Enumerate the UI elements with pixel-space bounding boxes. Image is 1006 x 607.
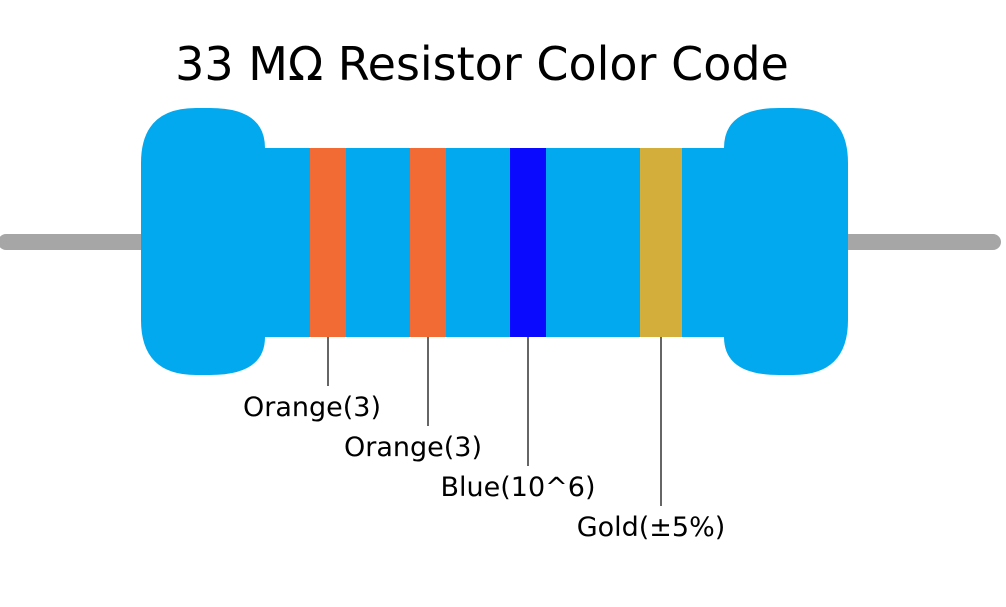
- band-3-blue: [510, 148, 546, 337]
- band-labels: Orange(3) Orange(3) Blue(10^6) Gold(±5%): [243, 392, 725, 543]
- band-4-label: Gold(±5%): [577, 512, 726, 543]
- leader-lines: [327, 337, 662, 506]
- color-bands: [310, 148, 682, 337]
- diagram-title: 33 MΩ Resistor Color Code: [175, 37, 789, 91]
- band-4-gold: [640, 148, 682, 337]
- band-2-label: Orange(3): [344, 432, 482, 463]
- resistor-body: [141, 108, 848, 375]
- band-3-label: Blue(10^6): [441, 472, 596, 503]
- band-1-orange: [310, 148, 346, 337]
- band-1-label: Orange(3): [243, 392, 381, 423]
- band-2-orange: [410, 148, 446, 337]
- resistor-body-shape: [141, 108, 848, 375]
